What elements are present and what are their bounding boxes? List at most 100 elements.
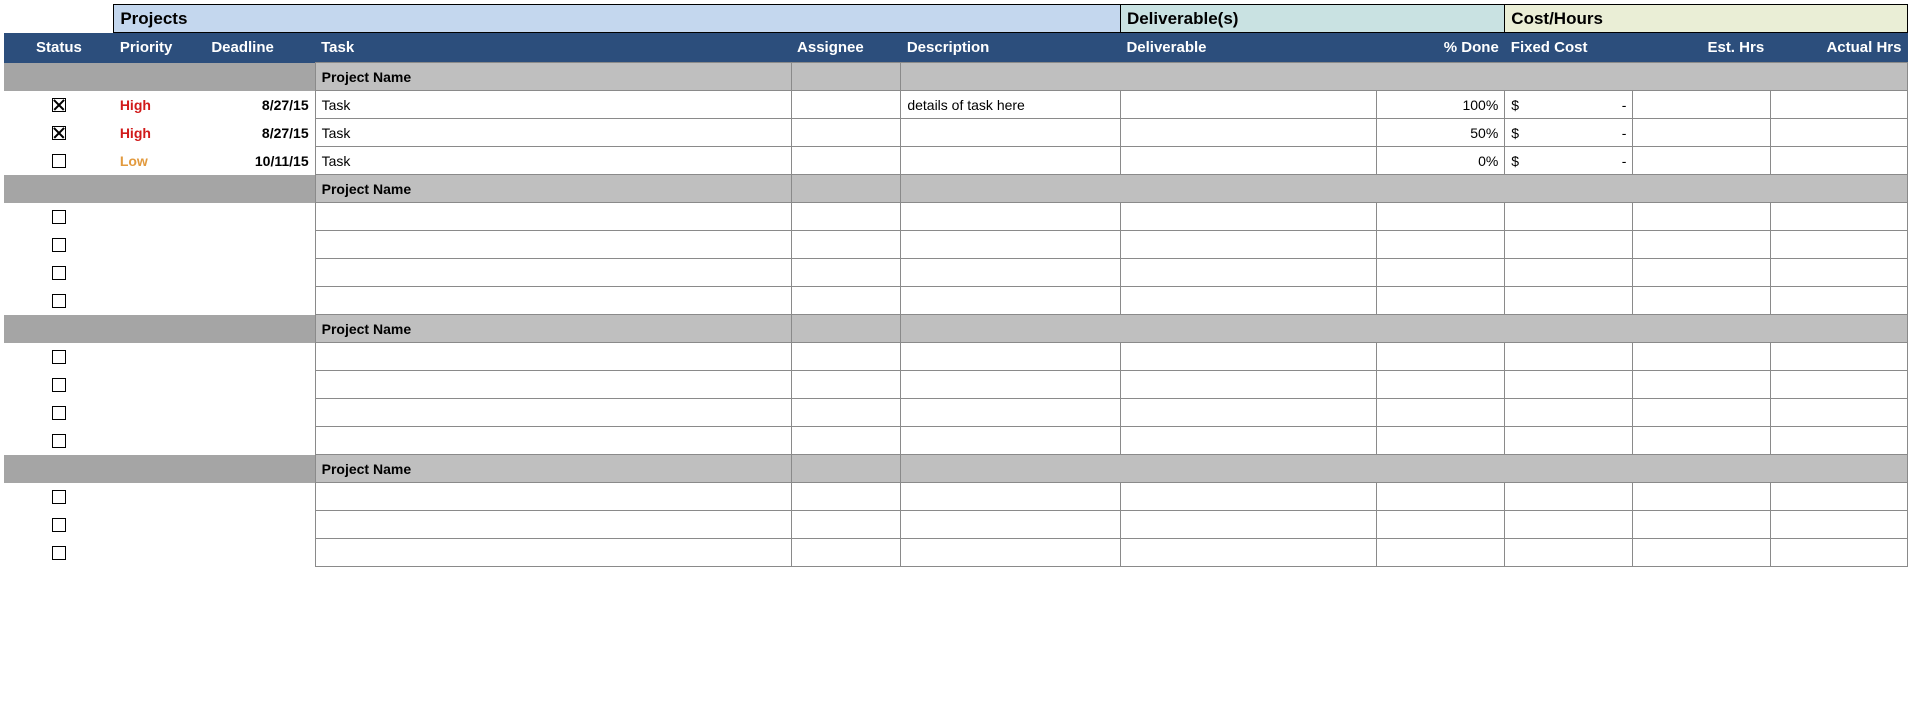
fixed-cost-cell[interactable]: [1505, 483, 1633, 511]
est-hrs-cell[interactable]: [1633, 203, 1770, 231]
fixed-cost-cell[interactable]: [1505, 231, 1633, 259]
deliverable-cell[interactable]: [1120, 539, 1376, 567]
description-cell[interactable]: [901, 287, 1121, 315]
status-cell[interactable]: [4, 343, 114, 371]
status-cell[interactable]: [4, 371, 114, 399]
description-cell[interactable]: [901, 203, 1121, 231]
est-hrs-cell[interactable]: [1633, 483, 1770, 511]
pct-done-cell[interactable]: [1377, 539, 1505, 567]
deadline-cell[interactable]: [205, 511, 315, 539]
deadline-cell[interactable]: [205, 399, 315, 427]
est-hrs-cell[interactable]: [1633, 287, 1770, 315]
deliverable-cell[interactable]: [1120, 259, 1376, 287]
description-cell[interactable]: [901, 427, 1121, 455]
deliverable-cell[interactable]: [1120, 203, 1376, 231]
deliverable-cell[interactable]: [1120, 371, 1376, 399]
priority-cell[interactable]: [114, 427, 206, 455]
deadline-cell[interactable]: [205, 371, 315, 399]
status-cell[interactable]: [4, 259, 114, 287]
fixed-cost-cell[interactable]: [1505, 511, 1633, 539]
assignee-cell[interactable]: [791, 343, 901, 371]
checkbox-icon[interactable]: [52, 238, 66, 252]
fixed-cost-cell[interactable]: [1505, 427, 1633, 455]
task-cell[interactable]: [315, 483, 791, 511]
est-hrs-cell[interactable]: [1633, 119, 1770, 147]
actual-hrs-cell[interactable]: [1770, 539, 1907, 567]
pct-done-cell[interactable]: [1377, 287, 1505, 315]
deliverable-cell[interactable]: [1120, 511, 1376, 539]
section-name[interactable]: Project Name: [315, 63, 791, 91]
status-cell[interactable]: [4, 203, 114, 231]
pct-done-cell[interactable]: 100%: [1377, 91, 1505, 119]
task-cell[interactable]: [315, 259, 791, 287]
section-cell[interactable]: [901, 175, 1908, 203]
checkbox-icon[interactable]: [52, 406, 66, 420]
status-cell[interactable]: [4, 399, 114, 427]
est-hrs-cell[interactable]: [1633, 231, 1770, 259]
description-cell[interactable]: [901, 343, 1121, 371]
status-cell[interactable]: [4, 427, 114, 455]
pct-done-cell[interactable]: [1377, 259, 1505, 287]
checkbox-icon[interactable]: [52, 98, 66, 112]
est-hrs-cell[interactable]: [1633, 539, 1770, 567]
description-cell[interactable]: details of task here: [901, 91, 1121, 119]
checkbox-icon[interactable]: [52, 546, 66, 560]
pct-done-cell[interactable]: [1377, 203, 1505, 231]
deadline-cell[interactable]: 10/11/15: [205, 147, 315, 175]
assignee-cell[interactable]: [791, 399, 901, 427]
deadline-cell[interactable]: [205, 287, 315, 315]
deadline-cell[interactable]: [205, 483, 315, 511]
deadline-cell[interactable]: [205, 343, 315, 371]
pct-done-cell[interactable]: [1377, 231, 1505, 259]
priority-cell[interactable]: [114, 371, 206, 399]
section-name[interactable]: Project Name: [315, 455, 791, 483]
deliverable-cell[interactable]: [1120, 231, 1376, 259]
description-cell[interactable]: [901, 511, 1121, 539]
task-cell[interactable]: [315, 371, 791, 399]
deadline-cell[interactable]: [205, 231, 315, 259]
description-cell[interactable]: [901, 147, 1121, 175]
est-hrs-cell[interactable]: [1633, 371, 1770, 399]
description-cell[interactable]: [901, 119, 1121, 147]
pct-done-cell[interactable]: 0%: [1377, 147, 1505, 175]
priority-cell[interactable]: High: [114, 119, 206, 147]
pct-done-cell[interactable]: [1377, 399, 1505, 427]
priority-cell[interactable]: [114, 539, 206, 567]
fixed-cost-cell[interactable]: [1505, 343, 1633, 371]
fixed-cost-cell[interactable]: [1505, 287, 1633, 315]
pct-done-cell[interactable]: [1377, 511, 1505, 539]
assignee-cell[interactable]: [791, 287, 901, 315]
fixed-cost-cell[interactable]: $-: [1505, 91, 1633, 119]
priority-cell[interactable]: [114, 483, 206, 511]
task-cell[interactable]: [315, 511, 791, 539]
actual-hrs-cell[interactable]: [1770, 119, 1907, 147]
fixed-cost-cell[interactable]: [1505, 399, 1633, 427]
actual-hrs-cell[interactable]: [1770, 371, 1907, 399]
checkbox-icon[interactable]: [52, 434, 66, 448]
assignee-cell[interactable]: [791, 511, 901, 539]
section-cell[interactable]: [791, 63, 901, 91]
est-hrs-cell[interactable]: [1633, 147, 1770, 175]
description-cell[interactable]: [901, 539, 1121, 567]
fixed-cost-cell[interactable]: $-: [1505, 119, 1633, 147]
task-cell[interactable]: [315, 539, 791, 567]
deliverable-cell[interactable]: [1120, 483, 1376, 511]
checkbox-icon[interactable]: [52, 518, 66, 532]
assignee-cell[interactable]: [791, 203, 901, 231]
pct-done-cell[interactable]: [1377, 371, 1505, 399]
task-cell[interactable]: [315, 203, 791, 231]
status-cell[interactable]: [4, 483, 114, 511]
deadline-cell[interactable]: [205, 427, 315, 455]
deliverable-cell[interactable]: [1120, 147, 1376, 175]
section-cell[interactable]: [901, 455, 1908, 483]
status-cell[interactable]: [4, 119, 114, 147]
section-cell[interactable]: [791, 315, 901, 343]
priority-cell[interactable]: [114, 231, 206, 259]
assignee-cell[interactable]: [791, 259, 901, 287]
assignee-cell[interactable]: [791, 147, 901, 175]
est-hrs-cell[interactable]: [1633, 399, 1770, 427]
priority-cell[interactable]: [114, 203, 206, 231]
status-cell[interactable]: [4, 231, 114, 259]
assignee-cell[interactable]: [791, 427, 901, 455]
description-cell[interactable]: [901, 483, 1121, 511]
